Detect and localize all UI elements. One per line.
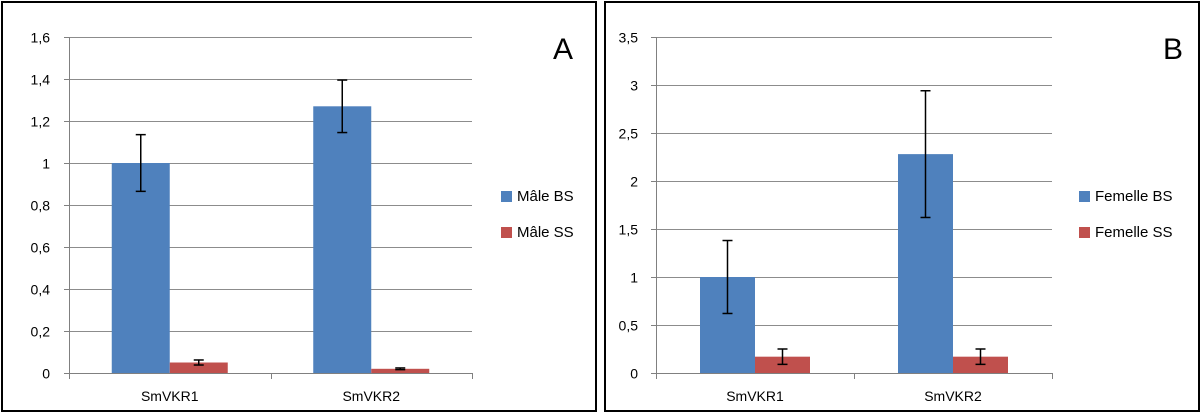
legend-swatch bbox=[1079, 191, 1090, 202]
y-tick-label: 0,4 bbox=[31, 282, 51, 298]
error-bar bbox=[920, 90, 931, 219]
error-bar bbox=[135, 133, 146, 193]
chart-panel-a: 0 0,2 0,4 0,6 0,8 1 1,2 1,4 1,6 SmVKR1 SmVKR2 Mâle … bbox=[1, 1, 597, 412]
error-bar bbox=[722, 239, 733, 315]
y-tick-label: 1,2 bbox=[31, 114, 51, 130]
legend-label: Mâle SS bbox=[517, 224, 574, 241]
y-tick-label: 2,5 bbox=[619, 126, 639, 142]
y-tick-label: 1 bbox=[630, 270, 638, 286]
legend-label: Femelle BS bbox=[1095, 188, 1173, 205]
bar-smvkr1-bs bbox=[111, 163, 170, 373]
legend-label: Mâle BS bbox=[517, 188, 574, 205]
y-tick-label: 0 bbox=[42, 366, 50, 382]
y-tick-label: 0,2 bbox=[31, 324, 51, 340]
x-category-label: SmVKR2 bbox=[342, 388, 400, 404]
y-tick-label: 1 bbox=[42, 156, 50, 172]
panel-letter: A bbox=[553, 33, 573, 66]
legend-a: Mâle BS Mâle SS bbox=[501, 188, 574, 241]
y-tick-label: 0 bbox=[630, 366, 638, 382]
chart-panel-b: 0 0,5 1 1,5 2 2,5 3 3,5 SmVKR1 SmVKR2 Femelle BS Fe… bbox=[604, 1, 1200, 412]
bar-smvkr1-ss bbox=[169, 362, 228, 373]
bar-smvkr2-ss bbox=[371, 368, 430, 373]
x-category-label: SmVKR2 bbox=[924, 388, 982, 404]
error-bar bbox=[193, 359, 204, 366]
legend-b: Femelle BS Femelle SS bbox=[1079, 188, 1173, 241]
gridlines-b bbox=[656, 37, 1052, 374]
error-bar bbox=[777, 348, 788, 366]
y-tick-label: 3,5 bbox=[619, 30, 639, 46]
legend-swatch bbox=[501, 227, 512, 238]
panel-letter: B bbox=[1163, 33, 1183, 66]
legend-label: Femelle SS bbox=[1095, 224, 1173, 241]
y-tick-label: 0,8 bbox=[31, 198, 51, 214]
error-bar bbox=[975, 348, 986, 366]
y-axis-ticks-b: 0 0,5 1 1,5 2 2,5 3 3,5 bbox=[619, 30, 656, 382]
legend-swatch bbox=[1079, 227, 1090, 238]
y-tick-label: 0,5 bbox=[619, 318, 639, 334]
y-axis-ticks-a: 0 0,2 0,4 0,6 0,8 1 1,2 1,4 1,6 bbox=[31, 30, 69, 382]
y-tick-label: 1,5 bbox=[619, 222, 639, 238]
error-bar bbox=[337, 79, 348, 134]
error-bar bbox=[395, 367, 406, 371]
y-tick-label: 3 bbox=[630, 78, 638, 94]
y-tick-label: 2 bbox=[630, 174, 638, 190]
y-tick-label: 1,6 bbox=[31, 30, 51, 46]
y-tick-label: 0,6 bbox=[31, 240, 51, 256]
x-category-label: SmVKR1 bbox=[141, 388, 199, 404]
bar-smvkr2-bs bbox=[313, 106, 372, 374]
x-category-label: SmVKR1 bbox=[726, 388, 784, 404]
legend-swatch bbox=[501, 191, 512, 202]
y-tick-label: 1,4 bbox=[31, 72, 51, 88]
chart-a-svg: 0 0,2 0,4 0,6 0,8 1 1,2 1,4 1,6 SmVKR1 SmVKR2 Mâle … bbox=[31, 30, 574, 405]
